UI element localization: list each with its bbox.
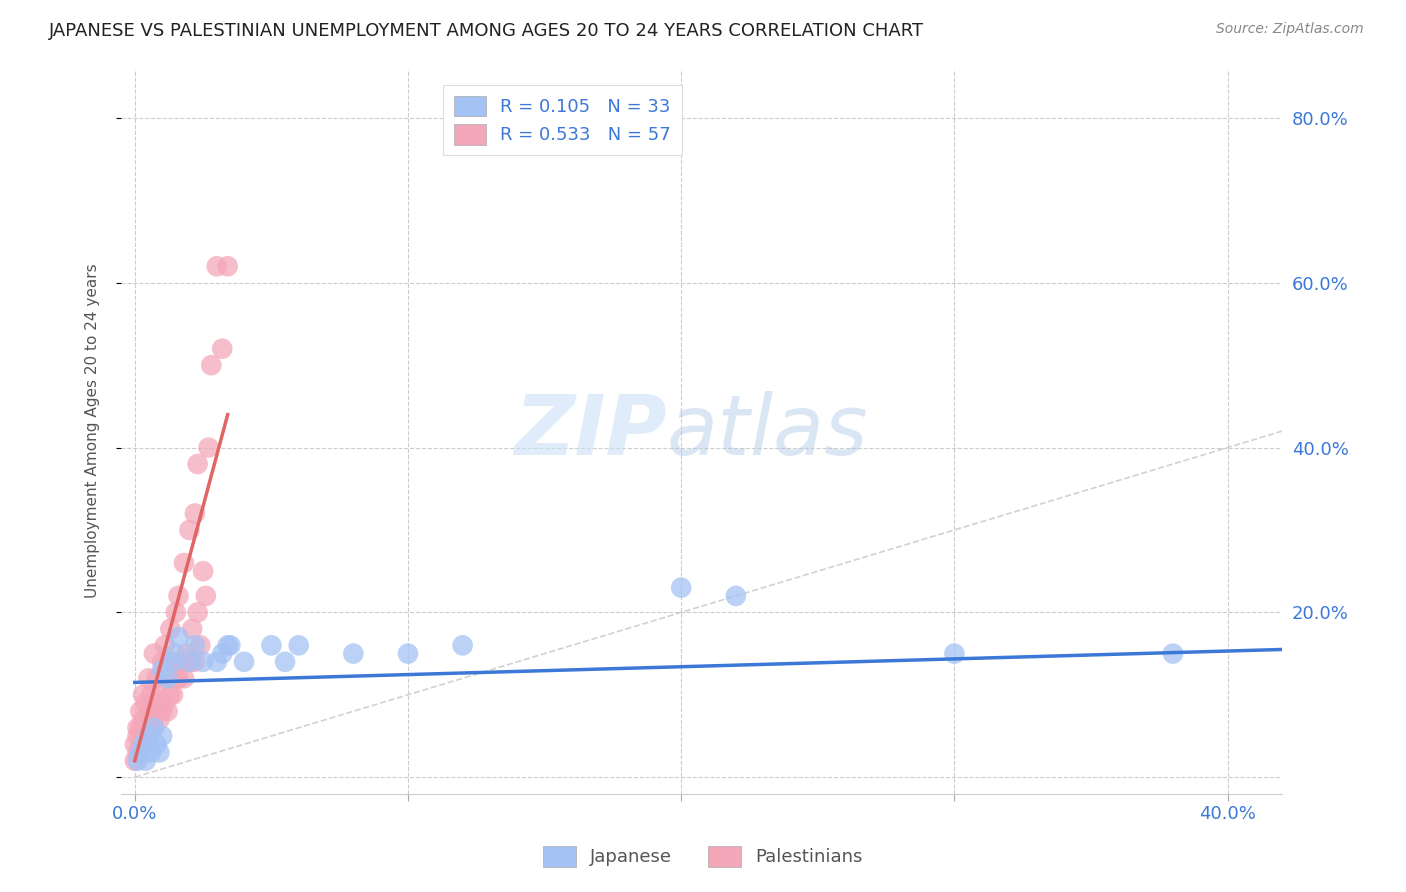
Point bbox=[156, 655, 179, 669]
Point bbox=[233, 655, 256, 669]
Point bbox=[274, 655, 297, 669]
Point bbox=[165, 647, 187, 661]
Point bbox=[129, 704, 152, 718]
Point bbox=[138, 704, 160, 718]
Point bbox=[179, 655, 201, 669]
Point bbox=[211, 647, 233, 661]
Point bbox=[173, 556, 195, 570]
Point bbox=[165, 671, 187, 685]
Point bbox=[138, 729, 160, 743]
Point bbox=[135, 754, 157, 768]
Point bbox=[173, 671, 195, 685]
Point bbox=[179, 655, 201, 669]
Point bbox=[124, 754, 146, 768]
Y-axis label: Unemployment Among Ages 20 to 24 years: Unemployment Among Ages 20 to 24 years bbox=[86, 264, 100, 599]
Point bbox=[187, 457, 209, 471]
Point bbox=[156, 671, 179, 685]
Point bbox=[184, 638, 207, 652]
Point bbox=[153, 696, 176, 710]
Point bbox=[176, 647, 198, 661]
Point bbox=[159, 688, 181, 702]
Point bbox=[211, 342, 233, 356]
Point bbox=[141, 746, 163, 760]
Point bbox=[132, 729, 155, 743]
Point bbox=[150, 704, 173, 718]
Legend: R = 0.105   N = 33, R = 0.533   N = 57: R = 0.105 N = 33, R = 0.533 N = 57 bbox=[443, 85, 682, 155]
Point bbox=[156, 704, 179, 718]
Point bbox=[217, 260, 239, 274]
Point bbox=[127, 746, 149, 760]
Point bbox=[669, 581, 692, 595]
Point bbox=[145, 737, 167, 751]
Point bbox=[287, 638, 309, 652]
Point bbox=[129, 721, 152, 735]
Point bbox=[184, 655, 207, 669]
Point bbox=[181, 622, 204, 636]
Point bbox=[150, 729, 173, 743]
Point bbox=[127, 729, 149, 743]
Point bbox=[451, 638, 474, 652]
Point bbox=[191, 564, 214, 578]
Point bbox=[142, 647, 165, 661]
Point bbox=[205, 655, 228, 669]
Point bbox=[145, 671, 167, 685]
Point bbox=[124, 737, 146, 751]
Point bbox=[162, 655, 184, 669]
Point bbox=[162, 688, 184, 702]
Point bbox=[197, 441, 219, 455]
Point bbox=[159, 622, 181, 636]
Point bbox=[170, 655, 193, 669]
Point bbox=[142, 696, 165, 710]
Point bbox=[150, 663, 173, 677]
Point bbox=[141, 688, 163, 702]
Point bbox=[194, 589, 217, 603]
Point bbox=[184, 507, 207, 521]
Text: JAPANESE VS PALESTINIAN UNEMPLOYMENT AMONG AGES 20 TO 24 YEARS CORRELATION CHART: JAPANESE VS PALESTINIAN UNEMPLOYMENT AMO… bbox=[49, 22, 924, 40]
Point bbox=[127, 754, 149, 768]
Point bbox=[141, 713, 163, 727]
Point bbox=[724, 589, 747, 603]
Point bbox=[135, 696, 157, 710]
Point bbox=[145, 704, 167, 718]
Point bbox=[219, 638, 242, 652]
Point bbox=[396, 647, 419, 661]
Point bbox=[132, 713, 155, 727]
Point bbox=[943, 647, 966, 661]
Point bbox=[167, 671, 190, 685]
Text: atlas: atlas bbox=[666, 391, 869, 472]
Point bbox=[138, 671, 160, 685]
Point bbox=[127, 721, 149, 735]
Point bbox=[148, 713, 170, 727]
Text: Source: ZipAtlas.com: Source: ZipAtlas.com bbox=[1216, 22, 1364, 37]
Legend: Japanese, Palestinians: Japanese, Palestinians bbox=[536, 838, 870, 874]
Point bbox=[187, 606, 209, 620]
Point bbox=[200, 358, 222, 372]
Point bbox=[191, 655, 214, 669]
Point bbox=[190, 638, 212, 652]
Point bbox=[260, 638, 283, 652]
Point bbox=[132, 688, 155, 702]
Text: ZIP: ZIP bbox=[515, 391, 666, 472]
Point bbox=[142, 721, 165, 735]
Point bbox=[1161, 647, 1184, 661]
Point bbox=[150, 655, 173, 669]
Point bbox=[167, 630, 190, 644]
Point bbox=[342, 647, 364, 661]
Point bbox=[142, 721, 165, 735]
Point bbox=[179, 523, 201, 537]
Point bbox=[129, 737, 152, 751]
Point bbox=[148, 746, 170, 760]
Point bbox=[129, 746, 152, 760]
Point bbox=[205, 260, 228, 274]
Point bbox=[148, 680, 170, 694]
Point bbox=[153, 638, 176, 652]
Point bbox=[135, 721, 157, 735]
Point bbox=[217, 638, 239, 652]
Point bbox=[167, 589, 190, 603]
Point bbox=[138, 729, 160, 743]
Point bbox=[132, 737, 155, 751]
Point bbox=[165, 606, 187, 620]
